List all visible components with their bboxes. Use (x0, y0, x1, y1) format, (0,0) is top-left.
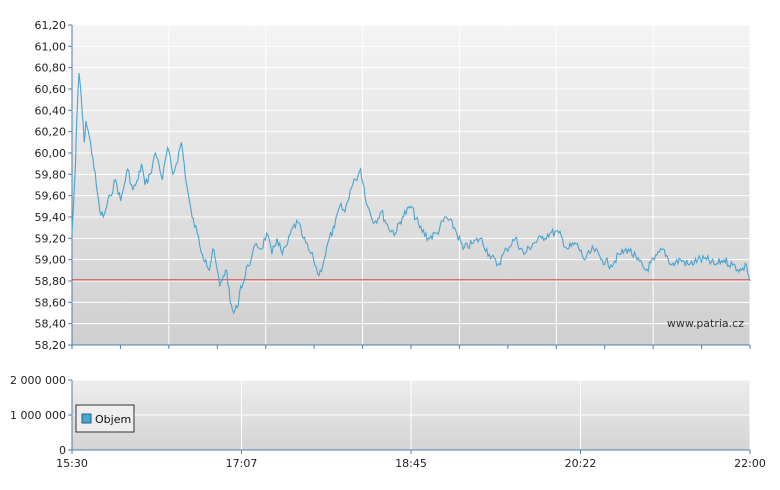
volume-y-tick-label: 0 (59, 444, 66, 457)
x-tick-label: 18:45 (395, 457, 427, 470)
price-y-tick-label: 59,60 (35, 190, 67, 203)
volume-bar (471, 449, 473, 451)
volume-bar (271, 449, 273, 451)
price-y-tick-label: 58,40 (35, 318, 67, 331)
volume-bar (367, 449, 369, 451)
price-series-line (71, 72, 751, 315)
price-y-tick-label: 58,20 (35, 339, 67, 352)
watermark: www.patria.cz (667, 317, 744, 330)
volume-bar (123, 449, 125, 450)
volume-bar (80, 448, 82, 450)
price-y-tick-label: 58,80 (35, 275, 67, 288)
price-y-tick-label: 61,00 (35, 40, 67, 53)
volume-bar (679, 449, 681, 451)
volume-legend: Objem (75, 404, 135, 433)
price-y-tick-label: 60,20 (35, 126, 67, 139)
price-y-tick-label: 58,60 (35, 296, 67, 309)
price-y-tick-label: 60,00 (35, 147, 67, 160)
price-plot-area (72, 25, 750, 345)
price-y-tick-label: 59,00 (35, 254, 67, 267)
x-tick-label: 22:00 (734, 457, 766, 470)
x-tick-label: 15:30 (56, 457, 88, 470)
volume-bar (732, 449, 734, 451)
volume-bar (523, 449, 525, 451)
volume-bar (323, 449, 325, 451)
price-y-tick-label: 61,20 (35, 19, 67, 32)
price-y-tick-label: 60,40 (35, 104, 67, 117)
legend-label: Objem (95, 413, 131, 426)
volume-bar (575, 449, 577, 451)
volume-bar (219, 449, 221, 450)
x-tick-label: 17:07 (226, 457, 258, 470)
price-y-tick-label: 59,20 (35, 232, 67, 245)
legend-swatch (81, 413, 92, 424)
volume-y-tick-label: 1 000 000 (10, 409, 66, 422)
price-y-tick-label: 60,80 (35, 62, 67, 75)
price-y-tick-label: 59,40 (35, 211, 67, 224)
volume-y-tick-label: 2 000 000 (10, 374, 66, 387)
x-tick-label: 20:22 (565, 457, 597, 470)
price-y-tick-label: 59,80 (35, 168, 67, 181)
price-y-tick-label: 60,60 (35, 83, 67, 96)
legend-box (75, 404, 135, 433)
volume-bar (419, 449, 421, 451)
volume-bar (175, 449, 177, 451)
volume-bar (627, 449, 629, 451)
